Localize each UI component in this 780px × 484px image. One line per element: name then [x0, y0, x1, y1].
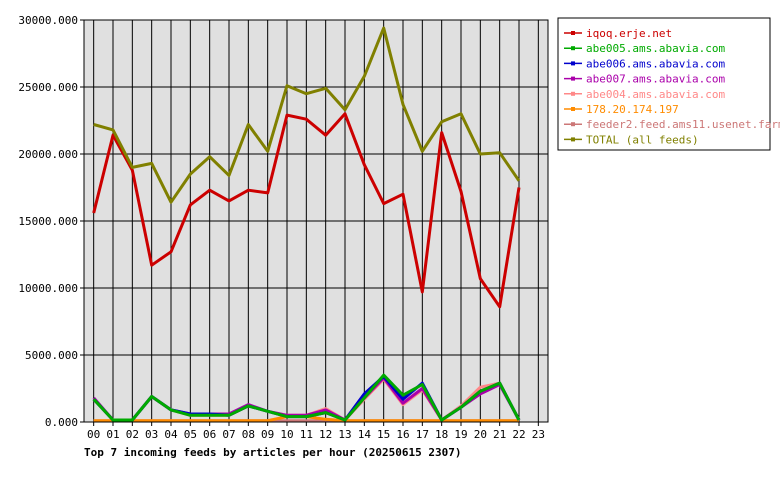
x-tick-label: 11 — [300, 428, 313, 441]
series-line-1 — [92, 373, 521, 422]
x-tick-label: 00 — [87, 428, 100, 441]
y-axis: 0.000 5000.000 10000.000 15000.000 20000.000… — [18, 14, 84, 429]
x-tick-label: 04 — [164, 428, 178, 441]
y-tick-label: 15000.000 — [18, 215, 78, 228]
x-tick-label: 22 — [512, 428, 525, 441]
y-tick-label: 10000.000 — [18, 282, 78, 295]
x-tick-label: 15 — [377, 428, 390, 441]
x-tick-label: 12 — [319, 428, 332, 441]
series-lines — [92, 26, 521, 423]
legend-marker — [571, 91, 575, 96]
x-tick-label: 10 — [280, 428, 293, 441]
x-tick-label: 13 — [338, 428, 351, 441]
y-tick-label: 25000.000 — [18, 81, 78, 94]
series-line-7 — [93, 26, 521, 204]
y-tick-label: 5000.000 — [25, 349, 78, 362]
x-tick-label: 18 — [435, 428, 448, 441]
legend: iqoq.erje.net abe005.ams.abavia.com abe006… — [557, 17, 780, 151]
legend-marker — [571, 137, 575, 142]
legend-box — [557, 17, 771, 151]
legend-label: feeder2.feed.ams11.usenet.farm — [586, 118, 780, 131]
x-tick-label: 06 — [203, 428, 216, 441]
x-tick-label: 01 — [106, 428, 119, 441]
legend-label: abe006.ams.abavia.com — [586, 57, 725, 70]
legend-marker — [571, 31, 575, 35]
legend-marker — [571, 76, 575, 81]
x-tick-label: 17 — [416, 428, 429, 441]
legend-label: abe007.ams.abavia.com — [586, 73, 725, 86]
legend-label: abe004.ams.abavia.com — [586, 88, 725, 101]
legend-label: iqoq.erje.net — [586, 27, 672, 40]
x-tick-label: 05 — [184, 428, 197, 441]
x-tick-label: 23 — [532, 428, 545, 441]
series-line-0 — [92, 112, 521, 309]
x-tick-label: 02 — [126, 428, 139, 441]
legend-marker — [571, 122, 575, 127]
x-tick-label: 21 — [493, 428, 506, 441]
x-tick-label: 03 — [145, 428, 158, 441]
x-tick-label: 19 — [454, 428, 467, 441]
chart-title: Top 7 incoming feeds by articles per hou… — [84, 446, 462, 459]
x-tick-label: 07 — [222, 428, 235, 441]
y-tick-label: 0.000 — [45, 416, 78, 429]
x-tick-label: 20 — [474, 428, 487, 441]
x-tick-label: 16 — [396, 428, 409, 441]
y-tick-label: 20000.000 — [18, 148, 78, 161]
legend-label: TOTAL (all feeds) — [586, 133, 699, 146]
x-tick-label: 09 — [261, 428, 274, 441]
legend-marker — [571, 107, 575, 111]
legend-marker — [571, 61, 575, 66]
y-tick-label: 30000.000 — [18, 14, 78, 27]
x-tick-label: 14 — [358, 428, 372, 441]
x-axis: 00 01 02 03 04 05 06 07 08 09 10 11 12 13 14 15 16 17 18 19… — [87, 422, 545, 441]
legend-label: abe005.ams.abavia.com — [586, 42, 725, 55]
grid — [84, 19, 548, 423]
legend-marker — [571, 46, 575, 51]
legend-label: 178.20.174.197 — [586, 103, 679, 116]
x-tick-label: 08 — [242, 428, 255, 441]
